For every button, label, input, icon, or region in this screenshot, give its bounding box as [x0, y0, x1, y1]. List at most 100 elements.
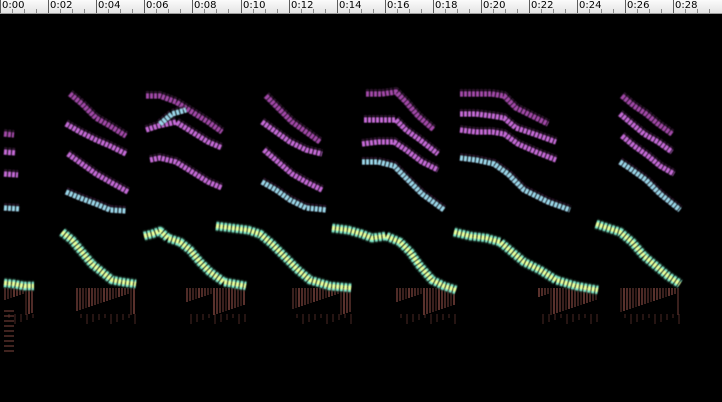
ruler-minor-tick — [132, 9, 133, 13]
ruler-minor-tick — [361, 9, 362, 13]
fundamental-trace — [60, 230, 137, 286]
noise-speck — [624, 314, 626, 318]
noise-band — [659, 288, 661, 299]
noise-speck — [196, 314, 198, 322]
noise-speck — [308, 314, 310, 322]
noise-band — [589, 288, 591, 302]
noise-speck — [654, 314, 656, 324]
noise-speck — [244, 314, 246, 322]
ruler-minor-tick — [709, 9, 710, 13]
ruler-minor-tick — [180, 9, 181, 13]
noise-speck — [448, 314, 450, 318]
time-ruler[interactable]: 0:00 0:02 0:04 0:06 0:08 0:10 0:12 0:14 0:16 0:18… — [0, 0, 722, 14]
harmonic-trace — [618, 159, 682, 212]
noise-band — [544, 288, 546, 295]
noise-speck — [4, 340, 14, 342]
ruler-label: 0:12 — [291, 0, 314, 11]
noise-band — [553, 288, 555, 314]
ruler-minor-tick — [469, 9, 470, 13]
ruler-minor-tick — [277, 9, 278, 13]
noise-band — [100, 288, 102, 303]
noise-band — [322, 288, 324, 299]
noise-speck — [116, 314, 118, 322]
noise-band — [405, 288, 407, 299]
noise-band — [562, 288, 564, 311]
noise-speck — [572, 314, 574, 322]
ruler-label: 0:28 — [675, 0, 698, 11]
harmonic-trace — [262, 148, 324, 193]
harmonic-trace — [361, 139, 440, 173]
ruler-minor-tick — [204, 9, 205, 13]
noise-speck — [636, 314, 638, 322]
noise-band — [399, 288, 401, 301]
harmonic-trace — [158, 107, 187, 126]
noise-band — [635, 288, 637, 307]
harmonic-shadow — [149, 153, 224, 191]
harmonic-trace — [260, 119, 323, 157]
noise-band — [565, 288, 567, 310]
harmonic-trace — [3, 205, 21, 212]
ruler-minor-tick — [661, 9, 662, 13]
noise-speck — [332, 314, 334, 322]
ruler-minor-tick — [505, 9, 506, 13]
noise-band — [559, 288, 561, 312]
harmonic-trace — [68, 92, 128, 139]
noise-speck — [4, 335, 14, 337]
ruler-minor-tick — [373, 9, 374, 13]
noise-speck — [418, 314, 420, 320]
noise-band — [662, 288, 664, 298]
ruler-tick — [673, 0, 674, 13]
ruler-minor-tick — [589, 9, 590, 13]
noise-band — [115, 288, 117, 298]
noise-speck — [548, 314, 550, 322]
noise-band — [408, 288, 410, 298]
harmonic-trace — [460, 111, 557, 145]
noise-band — [577, 288, 579, 306]
fundamental-edge — [453, 228, 599, 294]
noise-band — [319, 288, 321, 300]
ruler-minor-tick — [397, 9, 398, 13]
noise-band — [426, 288, 428, 314]
noise-speck — [326, 314, 328, 324]
ruler-minor-tick — [565, 9, 566, 13]
noise-speck — [208, 314, 210, 318]
noise-speck — [338, 314, 340, 320]
ruler-tick — [241, 0, 242, 13]
spectrogram-view[interactable] — [0, 14, 722, 402]
ruler-minor-tick — [301, 9, 302, 13]
noise-band — [216, 288, 218, 314]
ruler-minor-tick — [613, 9, 614, 13]
harmonic-trace — [366, 89, 436, 132]
noise-speck — [220, 314, 222, 322]
ruler-minor-tick — [445, 9, 446, 13]
noise-speck — [590, 314, 592, 324]
noise-band — [626, 288, 628, 310]
noise-band — [97, 288, 99, 304]
harmonic-trace — [3, 171, 19, 178]
harmonic-shadow — [459, 153, 572, 213]
ruler-minor-tick — [253, 9, 254, 13]
noise-band — [650, 288, 652, 302]
noise-speck — [630, 314, 632, 324]
noise-speck — [442, 314, 444, 320]
noise-band — [414, 288, 416, 296]
noise-band — [310, 288, 312, 303]
ruler-label: 0:20 — [483, 0, 506, 11]
ruler-minor-tick — [120, 9, 121, 13]
ruler-minor-tick — [24, 9, 25, 13]
noise-band — [396, 288, 398, 302]
noise-band — [435, 288, 437, 311]
harmonic-trace — [459, 127, 557, 163]
noise-band — [656, 288, 658, 300]
ruler-minor-tick — [493, 9, 494, 13]
noise-band — [304, 288, 306, 305]
ruler-minor-tick — [601, 9, 602, 13]
noise-speck — [584, 314, 586, 318]
ruler-tick — [0, 0, 1, 13]
noise-band — [343, 288, 345, 314]
noise-band — [231, 288, 233, 309]
noise-band — [571, 288, 573, 308]
ruler-minor-tick — [553, 9, 554, 13]
ruler-tick — [289, 0, 290, 13]
noise-band — [313, 288, 315, 302]
